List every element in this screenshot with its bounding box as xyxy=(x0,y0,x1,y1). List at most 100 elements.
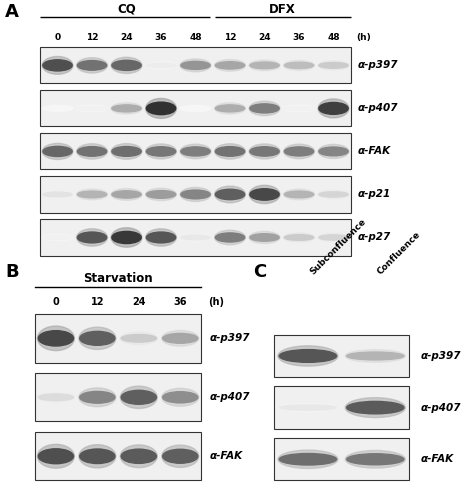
Ellipse shape xyxy=(249,144,280,159)
Ellipse shape xyxy=(146,147,176,156)
Ellipse shape xyxy=(80,331,115,345)
Bar xyxy=(40,47,351,84)
Ellipse shape xyxy=(319,147,348,156)
Ellipse shape xyxy=(283,144,314,159)
Ellipse shape xyxy=(283,105,314,112)
Ellipse shape xyxy=(146,102,176,115)
Text: 12: 12 xyxy=(86,32,98,42)
Text: 36: 36 xyxy=(155,32,167,42)
Ellipse shape xyxy=(120,332,157,344)
Ellipse shape xyxy=(283,233,314,242)
Ellipse shape xyxy=(43,236,72,240)
Ellipse shape xyxy=(112,147,141,156)
Ellipse shape xyxy=(77,147,107,156)
Ellipse shape xyxy=(345,398,405,418)
Ellipse shape xyxy=(181,147,210,156)
Ellipse shape xyxy=(284,62,314,68)
Ellipse shape xyxy=(77,58,108,73)
Ellipse shape xyxy=(181,235,210,240)
Ellipse shape xyxy=(180,144,211,159)
Ellipse shape xyxy=(42,105,73,112)
Text: 0: 0 xyxy=(53,297,59,307)
Ellipse shape xyxy=(318,99,349,118)
Ellipse shape xyxy=(181,62,210,69)
Ellipse shape xyxy=(215,144,246,159)
Ellipse shape xyxy=(215,230,246,245)
Text: CQ: CQ xyxy=(117,2,136,16)
Ellipse shape xyxy=(318,144,349,158)
Ellipse shape xyxy=(77,105,108,112)
Ellipse shape xyxy=(77,144,108,159)
Ellipse shape xyxy=(80,392,115,403)
Ellipse shape xyxy=(79,327,116,349)
Ellipse shape xyxy=(345,350,405,362)
Ellipse shape xyxy=(111,144,142,159)
Bar xyxy=(40,91,351,126)
Ellipse shape xyxy=(215,103,246,114)
Ellipse shape xyxy=(319,192,348,197)
Ellipse shape xyxy=(112,231,141,244)
Text: 48: 48 xyxy=(327,32,340,42)
Text: 36: 36 xyxy=(293,32,305,42)
Text: 48: 48 xyxy=(189,32,202,42)
Ellipse shape xyxy=(163,334,198,343)
Text: DFX: DFX xyxy=(268,2,295,16)
Ellipse shape xyxy=(215,60,246,71)
Ellipse shape xyxy=(345,451,405,468)
Text: 36: 36 xyxy=(173,297,187,307)
Ellipse shape xyxy=(38,331,73,346)
Bar xyxy=(35,314,201,363)
Ellipse shape xyxy=(42,191,73,198)
Ellipse shape xyxy=(146,98,176,119)
Ellipse shape xyxy=(163,449,198,463)
Text: α-FAK: α-FAK xyxy=(420,454,454,464)
Ellipse shape xyxy=(37,326,74,351)
Ellipse shape xyxy=(121,335,156,342)
Ellipse shape xyxy=(146,144,176,159)
Ellipse shape xyxy=(215,62,245,69)
Text: 0: 0 xyxy=(55,32,61,42)
Ellipse shape xyxy=(162,388,199,406)
Text: 24: 24 xyxy=(132,297,146,307)
Ellipse shape xyxy=(283,61,314,70)
Ellipse shape xyxy=(284,191,314,198)
Text: C: C xyxy=(253,263,266,281)
Text: 24: 24 xyxy=(120,32,133,42)
Ellipse shape xyxy=(284,147,314,156)
Ellipse shape xyxy=(346,352,404,360)
Text: α-FAK: α-FAK xyxy=(210,451,243,461)
Ellipse shape xyxy=(249,101,280,116)
Ellipse shape xyxy=(279,350,337,362)
Ellipse shape xyxy=(215,233,245,242)
Ellipse shape xyxy=(146,62,176,69)
Ellipse shape xyxy=(318,233,349,242)
Ellipse shape xyxy=(284,235,314,240)
Ellipse shape xyxy=(77,106,107,110)
Text: Starvation: Starvation xyxy=(83,273,153,285)
Ellipse shape xyxy=(112,191,141,198)
Text: α-p397: α-p397 xyxy=(358,61,398,70)
Text: Subconfluence: Subconfluence xyxy=(308,217,367,277)
Ellipse shape xyxy=(146,229,176,246)
Ellipse shape xyxy=(180,59,211,72)
Ellipse shape xyxy=(180,105,211,112)
Ellipse shape xyxy=(249,231,280,244)
Ellipse shape xyxy=(42,57,73,74)
Ellipse shape xyxy=(215,186,246,203)
Ellipse shape xyxy=(121,449,156,463)
Ellipse shape xyxy=(111,188,142,200)
Text: (h): (h) xyxy=(356,32,371,42)
Ellipse shape xyxy=(215,189,245,200)
Ellipse shape xyxy=(250,234,279,241)
Ellipse shape xyxy=(250,147,279,156)
Ellipse shape xyxy=(111,103,142,114)
Ellipse shape xyxy=(121,390,156,404)
Ellipse shape xyxy=(278,403,338,412)
Ellipse shape xyxy=(37,392,74,402)
Ellipse shape xyxy=(77,61,107,70)
Ellipse shape xyxy=(250,104,279,113)
Text: α-p397: α-p397 xyxy=(210,333,250,343)
Text: 12: 12 xyxy=(91,297,104,307)
Ellipse shape xyxy=(346,454,404,465)
Ellipse shape xyxy=(278,450,338,468)
